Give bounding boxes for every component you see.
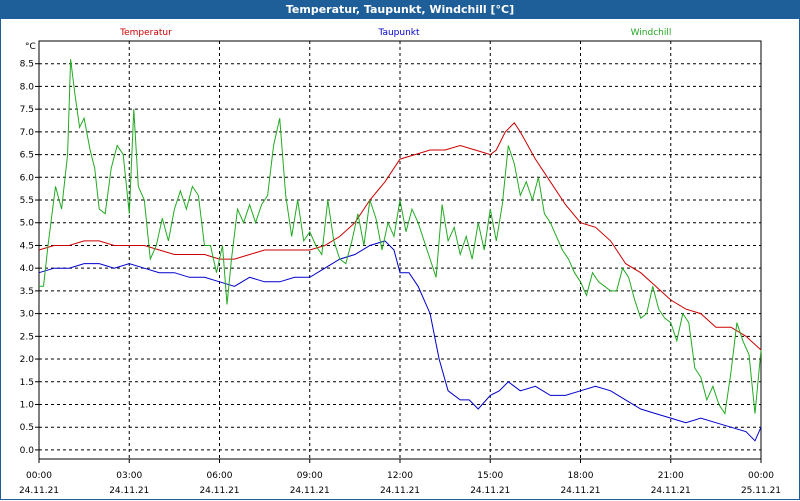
x-tick-date: 24.11.21 [290,486,330,496]
y-tick-label: 4.5 [20,241,34,251]
x-tick-time: 12:00 [387,471,413,481]
y-tick-label: 2.0 [20,355,35,365]
x-tick-time: 15:00 [477,471,503,481]
y-tick-label: 0.5 [20,423,34,433]
y-tick-label: 0.0 [20,446,35,456]
y-tick-label: 8.5 [20,60,34,70]
series-line-windchill [39,59,762,415]
x-tick-time: 21:00 [658,471,684,481]
window-title: Temperatur, Taupunkt, Windchill [°C] [1,1,799,19]
x-tick-date: 24.11.21 [380,486,420,496]
x-tick-date: 25.11.21 [741,486,781,496]
y-tick-label: 6.5 [20,151,34,161]
y-tick-label: 1.5 [20,378,34,388]
legend-taupunkt: Taupunkt [377,28,420,38]
x-tick-time: 09:00 [297,471,323,481]
y-axis: 0.0 0.5 1.0 1.5 2.0 2.5 3.0 3.5 4.0 4.5 5.0 5.5 6.0 6… [20,60,39,456]
series-line-taupunkt [38,240,762,442]
x-tick-date: 24.11.21 [19,486,59,496]
legend-temperatur: Temperatur [119,28,172,38]
series-line-temperatur [38,122,762,351]
x-tick-time: 00:00 [26,471,52,481]
legend: Temperatur Taupunkt Windchill [119,28,671,38]
y-tick-label: 4.0 [20,264,35,274]
x-axis: 00:00 24.11.21 03:00 24.11.21 06:00 24.11.21 0… [19,459,781,496]
series-lines [38,59,762,442]
x-tick-date: 24.11.21 [560,486,600,496]
grid [39,41,761,459]
y-tick-label: 5.0 [20,219,35,229]
y-tick-label: 3.0 [20,310,35,320]
x-tick-date: 24.11.21 [199,486,239,496]
y-tick-label: 5.5 [20,196,34,206]
x-tick-date: 24.11.21 [651,486,691,496]
y-tick-label: 7.5 [20,105,34,115]
y-axis-label: °C [25,42,36,52]
y-tick-label: 1.0 [20,400,35,410]
y-tick-label: 7.0 [20,128,35,138]
x-tick-date: 24.11.21 [109,486,149,496]
x-tick-time: 06:00 [207,471,233,481]
y-tick-label: 3.5 [20,287,34,297]
x-tick-time: 00:00 [748,471,774,481]
y-tick-label: 2.5 [20,332,34,342]
x-tick-time: 03:00 [116,471,142,481]
y-tick-label: 6.0 [20,173,35,183]
x-tick-time: 18:00 [568,471,594,481]
x-tick-date: 24.11.21 [470,486,510,496]
y-tick-label: 8.0 [20,82,35,92]
legend-windchill: Windchill [631,28,672,38]
